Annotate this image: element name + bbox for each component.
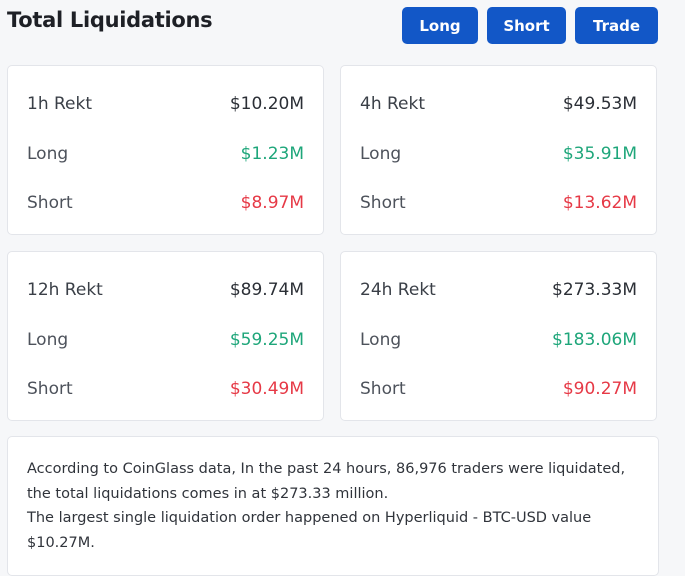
stat-row: Short $13.62M [360,193,637,213]
row-label: Short [360,193,406,213]
stat-row: 4h Rekt $49.53M [360,94,637,114]
stat-row: Short $30.49M [27,379,304,399]
stat-row: Short $8.97M [27,193,304,213]
stat-row: Long $35.91M [360,144,637,164]
page: Total Liquidations Long Short Trade 1h Rek… [7,7,659,576]
period-label: 12h Rekt [27,280,103,300]
row-label: Long [360,330,402,350]
row-value: $30.49M [229,379,304,399]
stat-row: Long $1.23M [27,144,304,164]
period-label: 4h Rekt [360,94,426,114]
period-label: 24h Rekt [360,280,436,300]
row-value: $1.23M [240,144,304,164]
total-value: $49.53M [562,94,637,114]
button[interactable]: Trade [575,7,658,44]
stat-row: 1h Rekt $10.20M [27,94,304,114]
summary-card: According to CoinGlass data, In the past… [7,436,659,576]
row-value: $90.27M [562,379,637,399]
total-value: $273.33M [552,280,637,300]
button[interactable]: Long [402,7,478,44]
summary-text: The largest single liquidation order hap… [27,510,592,551]
summary-text: According to CoinGlass data, In the past… [27,461,626,502]
stat-row: Long $183.06M [360,330,637,350]
stat-row: 24h Rekt $273.33M [360,280,637,300]
period-label: 1h Rekt [27,94,93,114]
row-value: $8.97M [240,193,304,213]
stat-row: Long $59.25M [27,330,304,350]
stat-row: 12h Rekt $89.74M [27,280,304,300]
row-label: Long [27,330,69,350]
button[interactable]: Short [487,7,566,44]
row-label: Short [360,379,406,399]
row-label: Short [27,193,73,213]
total-value: $89.74M [229,280,304,300]
row-label: Long [27,144,69,164]
row-value: $35.91M [562,144,637,164]
stat-card: 24h Rekt $273.33M Long $183.06M Short $90.27M [340,251,657,421]
title: Total Liquidations [7,8,213,32]
button-group: Long Short Trade [402,7,658,44]
row-value: $59.25M [229,330,304,350]
row-value: $183.06M [552,330,637,350]
total-value: $10.20M [229,94,304,114]
stat-row: Short $90.27M [360,379,637,399]
row-label: Long [360,144,402,164]
row-label: Short [27,379,73,399]
row-value: $13.62M [562,193,637,213]
stat-card: 4h Rekt $49.53M Long $35.91M Short $13.62M [340,65,657,235]
stat-card: 1h Rekt $10.20M Long $1.23M Short $8.97M [7,65,324,235]
stat-card: 12h Rekt $89.74M Long $59.25M Short $30.49M [7,251,324,421]
